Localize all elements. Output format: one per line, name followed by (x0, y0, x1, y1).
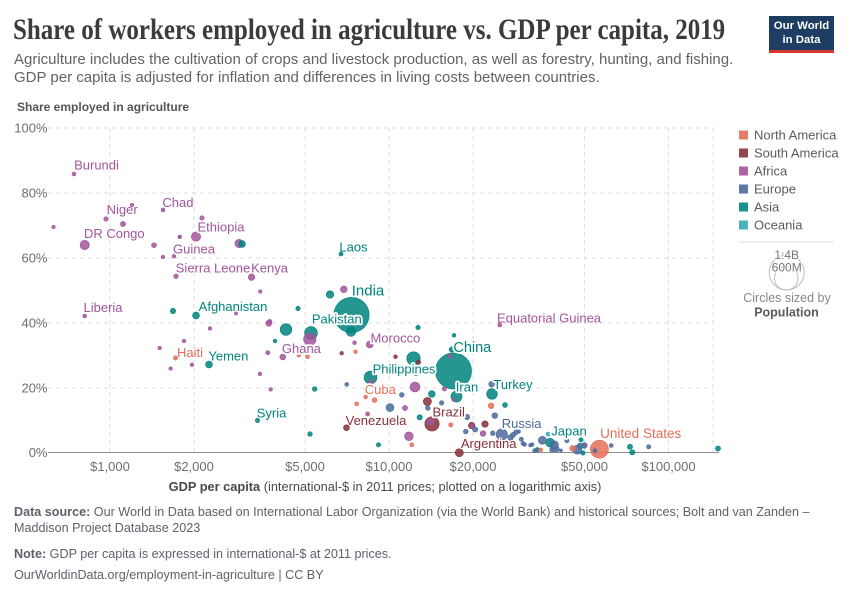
svg-text:20%: 20% (21, 381, 47, 396)
svg-text:$20,000: $20,000 (450, 459, 497, 474)
svg-text:60%: 60% (21, 251, 47, 266)
svg-text:Turkey: Turkey (493, 377, 533, 392)
svg-text:Yemen: Yemen (208, 349, 248, 364)
svg-text:$10,000: $10,000 (366, 459, 413, 474)
svg-text:Oceania: Oceania (754, 218, 803, 233)
svg-text:40%: 40% (21, 316, 47, 331)
svg-text:$5,000: $5,000 (285, 459, 325, 474)
svg-text:Afghanistan: Afghanistan (199, 299, 268, 314)
svg-text:Morocco: Morocco (370, 331, 420, 346)
svg-text:Pakistan: Pakistan (312, 312, 362, 327)
svg-text:Syria: Syria (257, 406, 287, 421)
svg-text:Russia: Russia (502, 416, 543, 431)
svg-text:Kenya: Kenya (251, 260, 289, 275)
svg-text:Share employed in agriculture: Share employed in agriculture (17, 100, 189, 114)
svg-text:India: India (352, 283, 385, 300)
svg-text:Liberia: Liberia (83, 300, 123, 315)
svg-text:Haiti: Haiti (177, 345, 203, 360)
svg-text:Brazil: Brazil (432, 405, 465, 420)
svg-text:Sierra Leone: Sierra Leone (176, 261, 250, 276)
svg-text:GDP per capita (international-: GDP per capita (international-$ in 2011 … (169, 479, 602, 494)
svg-text:Japan: Japan (551, 424, 586, 439)
svg-text:China: China (453, 340, 492, 356)
svg-text:Guinea: Guinea (173, 242, 216, 257)
svg-text:$50,000: $50,000 (561, 459, 608, 474)
svg-text:South America: South America (754, 146, 839, 161)
svg-text:Ethiopia: Ethiopia (198, 220, 246, 235)
svg-text:Philippines: Philippines (373, 362, 436, 377)
svg-text:United States: United States (600, 426, 681, 441)
svg-text:0%: 0% (29, 445, 48, 460)
svg-text:DR Congo: DR Congo (84, 226, 145, 241)
svg-text:Argentina: Argentina (461, 436, 517, 451)
svg-text:Europe: Europe (754, 182, 796, 197)
svg-text:Population: Population (754, 306, 819, 320)
svg-text:80%: 80% (21, 186, 47, 201)
svg-text:Cuba: Cuba (365, 382, 397, 397)
svg-text:Chad: Chad (162, 195, 193, 210)
svg-text:Circles sized by: Circles sized by (743, 291, 831, 305)
svg-text:Equatorial Guinea: Equatorial Guinea (497, 311, 602, 326)
svg-text:Ghana: Ghana (282, 341, 322, 356)
svg-text:North America: North America (754, 128, 837, 143)
svg-text:Africa: Africa (754, 164, 788, 179)
svg-text:Iran: Iran (456, 379, 478, 394)
svg-text:$2,000: $2,000 (174, 459, 214, 474)
svg-text:Burundi: Burundi (74, 158, 119, 173)
svg-text:Asia: Asia (754, 200, 780, 215)
svg-text:Laos: Laos (339, 240, 368, 255)
svg-text:100%: 100% (14, 121, 48, 136)
svg-text:1:4B: 1:4B (774, 248, 799, 262)
svg-text:Niger: Niger (107, 202, 139, 217)
svg-text:$1,000: $1,000 (90, 459, 130, 474)
svg-text:$100,000: $100,000 (641, 459, 695, 474)
svg-text:600M: 600M (772, 261, 802, 275)
svg-text:Venezuela: Venezuela (346, 413, 407, 428)
